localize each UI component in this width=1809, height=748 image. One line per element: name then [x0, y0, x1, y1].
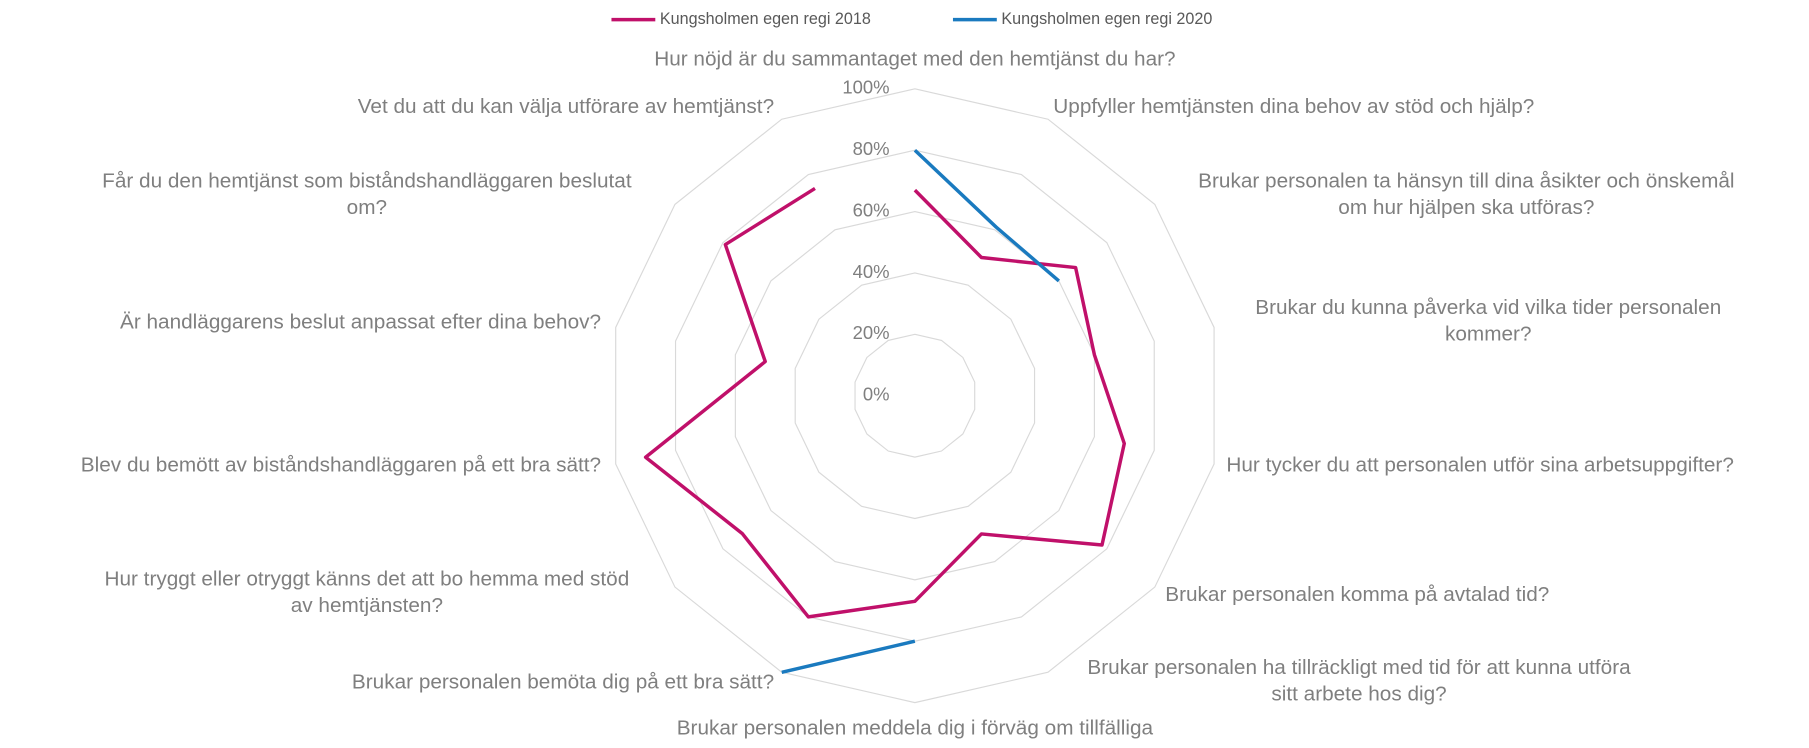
category-label: Blev du bemött av biståndshandläggaren p… — [81, 454, 601, 477]
series-line — [643, 186, 1127, 619]
category-label: Brukar personalen ha tillräckligt med ti… — [1087, 657, 1631, 707]
category-label: Är handläggarens beslut anpassat efter d… — [120, 311, 601, 334]
grid-ring — [674, 149, 1155, 642]
legend-label: Kungsholmen egen regi 2020 — [1001, 10, 1212, 28]
category-label: Hur tycker du att personalen utför sina … — [1226, 454, 1734, 477]
r-tick-label: 20% — [853, 322, 890, 343]
grid-ring — [734, 211, 1095, 581]
category-label: Hur nöjd är du sammantaget med den hemtj… — [654, 47, 1175, 70]
r-tick-label: 60% — [853, 199, 890, 220]
category-label: Får du den hemtjänst som biståndshandläg… — [102, 170, 632, 220]
r-tick-label: 100% — [842, 77, 889, 98]
category-label: Hur tryggt eller otryggt känns det att b… — [104, 568, 629, 618]
category-label: Brukar personalen ta hänsyn till dina ås… — [1198, 170, 1734, 220]
category-label: Vet du att du kan välja utförare av hemt… — [358, 95, 774, 118]
r-tick-label: 80% — [853, 138, 890, 159]
category-label: Brukar personalen meddela dig i förväg o… — [677, 717, 1154, 740]
grid-ring — [794, 272, 1036, 520]
legend-label: Kungsholmen egen regi 2018 — [660, 10, 871, 28]
r-tick-label: 40% — [853, 261, 890, 282]
grid-ring — [615, 88, 1215, 704]
grid-ring — [854, 333, 976, 458]
category-label: Brukar du kunna påverka vid vilka tider … — [1255, 297, 1721, 347]
category-label: Brukar personalen komma på avtalad tid? — [1165, 583, 1549, 606]
category-label: Brukar personalen bemöta dig på ett bra … — [352, 670, 774, 693]
category-label: Uppfyller hemtjänsten dina behov av stöd… — [1053, 95, 1534, 118]
series-line — [781, 148, 1060, 674]
r-tick-label: 0% — [863, 384, 890, 405]
